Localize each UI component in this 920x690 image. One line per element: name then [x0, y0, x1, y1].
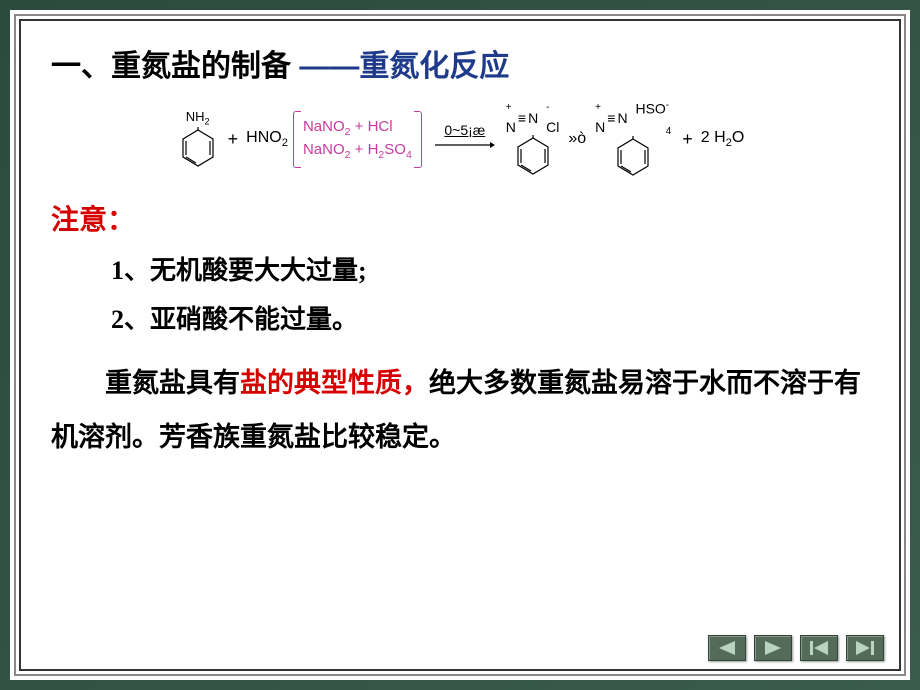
slide-content: 一、重氮盐的制备 ——重氮化反应 NH2 + HNO2 NaNO2 + H — [19, 19, 901, 671]
skip-last-icon — [856, 641, 874, 655]
para-red: 盐的典型性质， — [240, 368, 429, 398]
attention-label: 注意： — [51, 198, 869, 238]
nav-last-button[interactable] — [846, 635, 884, 661]
or-text: »ò — [568, 130, 586, 148]
slide-outer-frame: 一、重氮盐的制备 ——重氮化反应 NH2 + HNO2 NaNO2 + H — [10, 10, 910, 680]
point-2: 2、亚硝酸不能过量。 — [111, 299, 869, 336]
benzene-ring-icon — [179, 127, 217, 169]
point-1: 1、无机酸要大大过量; — [111, 250, 869, 287]
plus-sign: + — [682, 129, 693, 150]
plus-sign: + — [228, 129, 239, 150]
nav-next-button[interactable] — [754, 635, 792, 661]
aniline-structure: NH2 — [179, 109, 217, 169]
title-part1: 一、重氮盐的制备 — [51, 50, 299, 83]
hno2-label: HNO2 — [246, 129, 288, 149]
triangle-left-icon — [719, 641, 735, 655]
benzene-ring-icon — [614, 136, 652, 178]
reagent-bracket: NaNO2 + HCl NaNO2 + H2SO4 — [293, 111, 422, 168]
nav-prev-button[interactable] — [708, 635, 746, 661]
slide-title: 一、重氮盐的制备 ——重氮化反应 — [51, 41, 869, 85]
reaction-arrow: 0~5¡æ — [435, 122, 495, 156]
para-part1: 重氮盐具有 — [105, 368, 240, 398]
diazonium-chloride: +N ≡ N -Cl — [506, 102, 560, 177]
reagent-line-2: NaNO2 + H2SO4 — [303, 139, 412, 163]
nav-button-group — [708, 635, 884, 661]
skip-first-icon — [810, 641, 828, 655]
diazonium-sulfate: +N ≡ N HSO-HSO4 — [595, 100, 671, 178]
water-product: 2 H2O — [701, 129, 745, 149]
triangle-right-icon — [765, 641, 781, 655]
title-dash: —— — [299, 50, 359, 83]
reagent-line-1: NaNO2 + HCl — [303, 116, 412, 140]
reaction-scheme: NH2 + HNO2 NaNO2 + HCl NaNO2 + H2SO4 — [51, 100, 869, 178]
description-paragraph: 重氮盐具有盐的典型性质，绝大多数重氮盐易溶于水而不溶于有机溶剂。芳香族重氮盐比较… — [51, 356, 869, 464]
title-part2: 重氮化反应 — [359, 50, 509, 83]
benzene-ring-icon — [514, 135, 552, 177]
nav-first-button[interactable] — [800, 635, 838, 661]
